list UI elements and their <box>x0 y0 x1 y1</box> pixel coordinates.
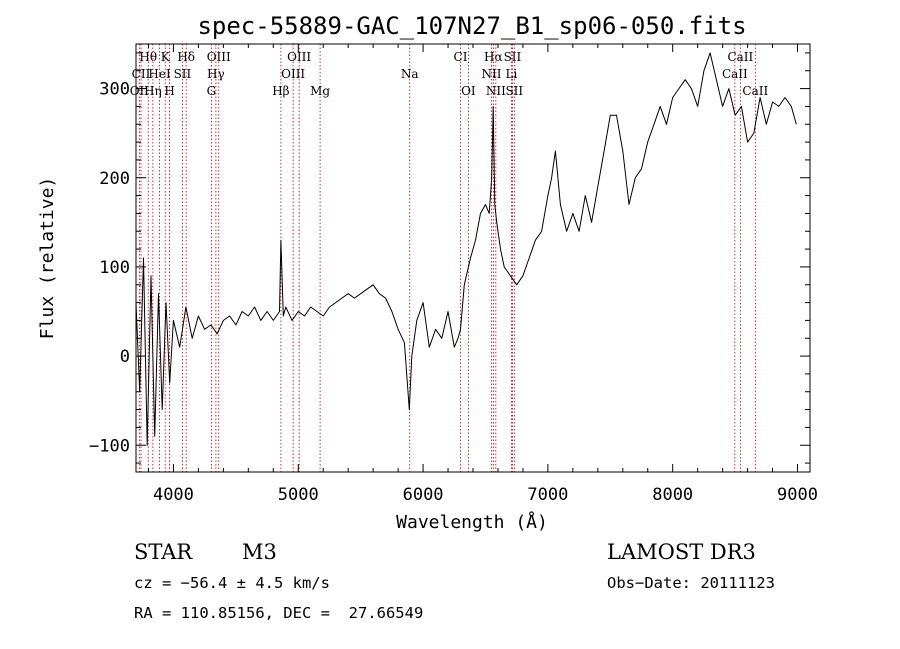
y-tick-label-4: 300 <box>99 80 130 100</box>
spectrum-series <box>135 52 797 446</box>
survey-name: LAMOST DR3 <box>607 540 756 564</box>
observation-date: Obs−Date: 20111123 <box>607 574 775 592</box>
line-label-26: CaII <box>722 67 748 81</box>
line-label-16: Na <box>401 67 419 81</box>
line-label-23: Li <box>506 67 518 81</box>
object-subclass: M3 <box>242 540 277 564</box>
y-tick-label-3: 200 <box>99 169 130 189</box>
line-label-17: CI <box>454 50 468 64</box>
ra-dec-coordinates: RA = 110.85156, DEC = 27.66549 <box>134 604 424 622</box>
line-label-19: Hα <box>484 50 503 64</box>
y-tick-label-1: 0 <box>120 347 130 367</box>
line-label-7: SII <box>174 67 192 81</box>
line-label-12: Hβ <box>272 84 289 98</box>
spectrum-line-0 <box>135 52 797 446</box>
line-label-5: K <box>161 50 171 64</box>
line-label-0: Hθ <box>139 50 157 64</box>
line-label-13: OIII <box>281 67 305 81</box>
line-label-22: SII <box>504 50 522 64</box>
line-label-3: Hη <box>144 84 162 98</box>
line-label-21: NII <box>486 84 506 98</box>
chart-title: spec-55889-GAC_107N27_B1_sp06-050.fits <box>197 12 746 40</box>
redshift-velocity: cz = −56.4 ± 4.5 km/s <box>134 574 330 592</box>
x-tick-label-0: 4000 <box>153 485 194 505</box>
spectral-line-markers: HθCIIOIIHηHeIKHSIIHδGOIIIHγHβOIIIOIIIMgN… <box>130 44 768 472</box>
x-axis: 4000 5000 6000 7000 8000 9000 <box>147 44 818 505</box>
line-label-20: NII <box>481 67 501 81</box>
line-label-6: H <box>164 84 174 98</box>
line-label-8: Hδ <box>177 50 195 64</box>
x-axis-label: Wavelength (Å) <box>396 511 548 533</box>
line-label-9: G <box>207 84 217 98</box>
x-tick-label-3: 7000 <box>527 485 568 505</box>
line-label-27: CaII <box>742 84 768 98</box>
line-label-25: CaII <box>727 50 753 64</box>
line-label-2: OII <box>130 84 150 98</box>
plot-frame <box>135 43 811 473</box>
object-type: STAR <box>134 540 193 564</box>
y-tick-label-0: −100 <box>89 436 130 456</box>
x-tick-label-2: 6000 <box>403 485 444 505</box>
line-label-4: HeI <box>148 67 171 81</box>
line-label-18: OI <box>461 84 476 98</box>
x-tick-label-5: 9000 <box>777 485 818 505</box>
line-label-14: OIII <box>287 50 311 64</box>
line-label-10: OIII <box>207 50 231 64</box>
line-label-24: SII <box>505 84 523 98</box>
line-label-11: Hγ <box>207 67 225 81</box>
x-tick-label-1: 5000 <box>278 485 319 505</box>
y-tick-label-2: 100 <box>99 258 130 278</box>
y-axis: −100 0 100 200 300 <box>89 52 810 464</box>
x-tick-label-4: 8000 <box>652 485 693 505</box>
y-axis-label: Flux (relative) <box>37 177 58 340</box>
line-label-15: Mg <box>310 84 330 98</box>
